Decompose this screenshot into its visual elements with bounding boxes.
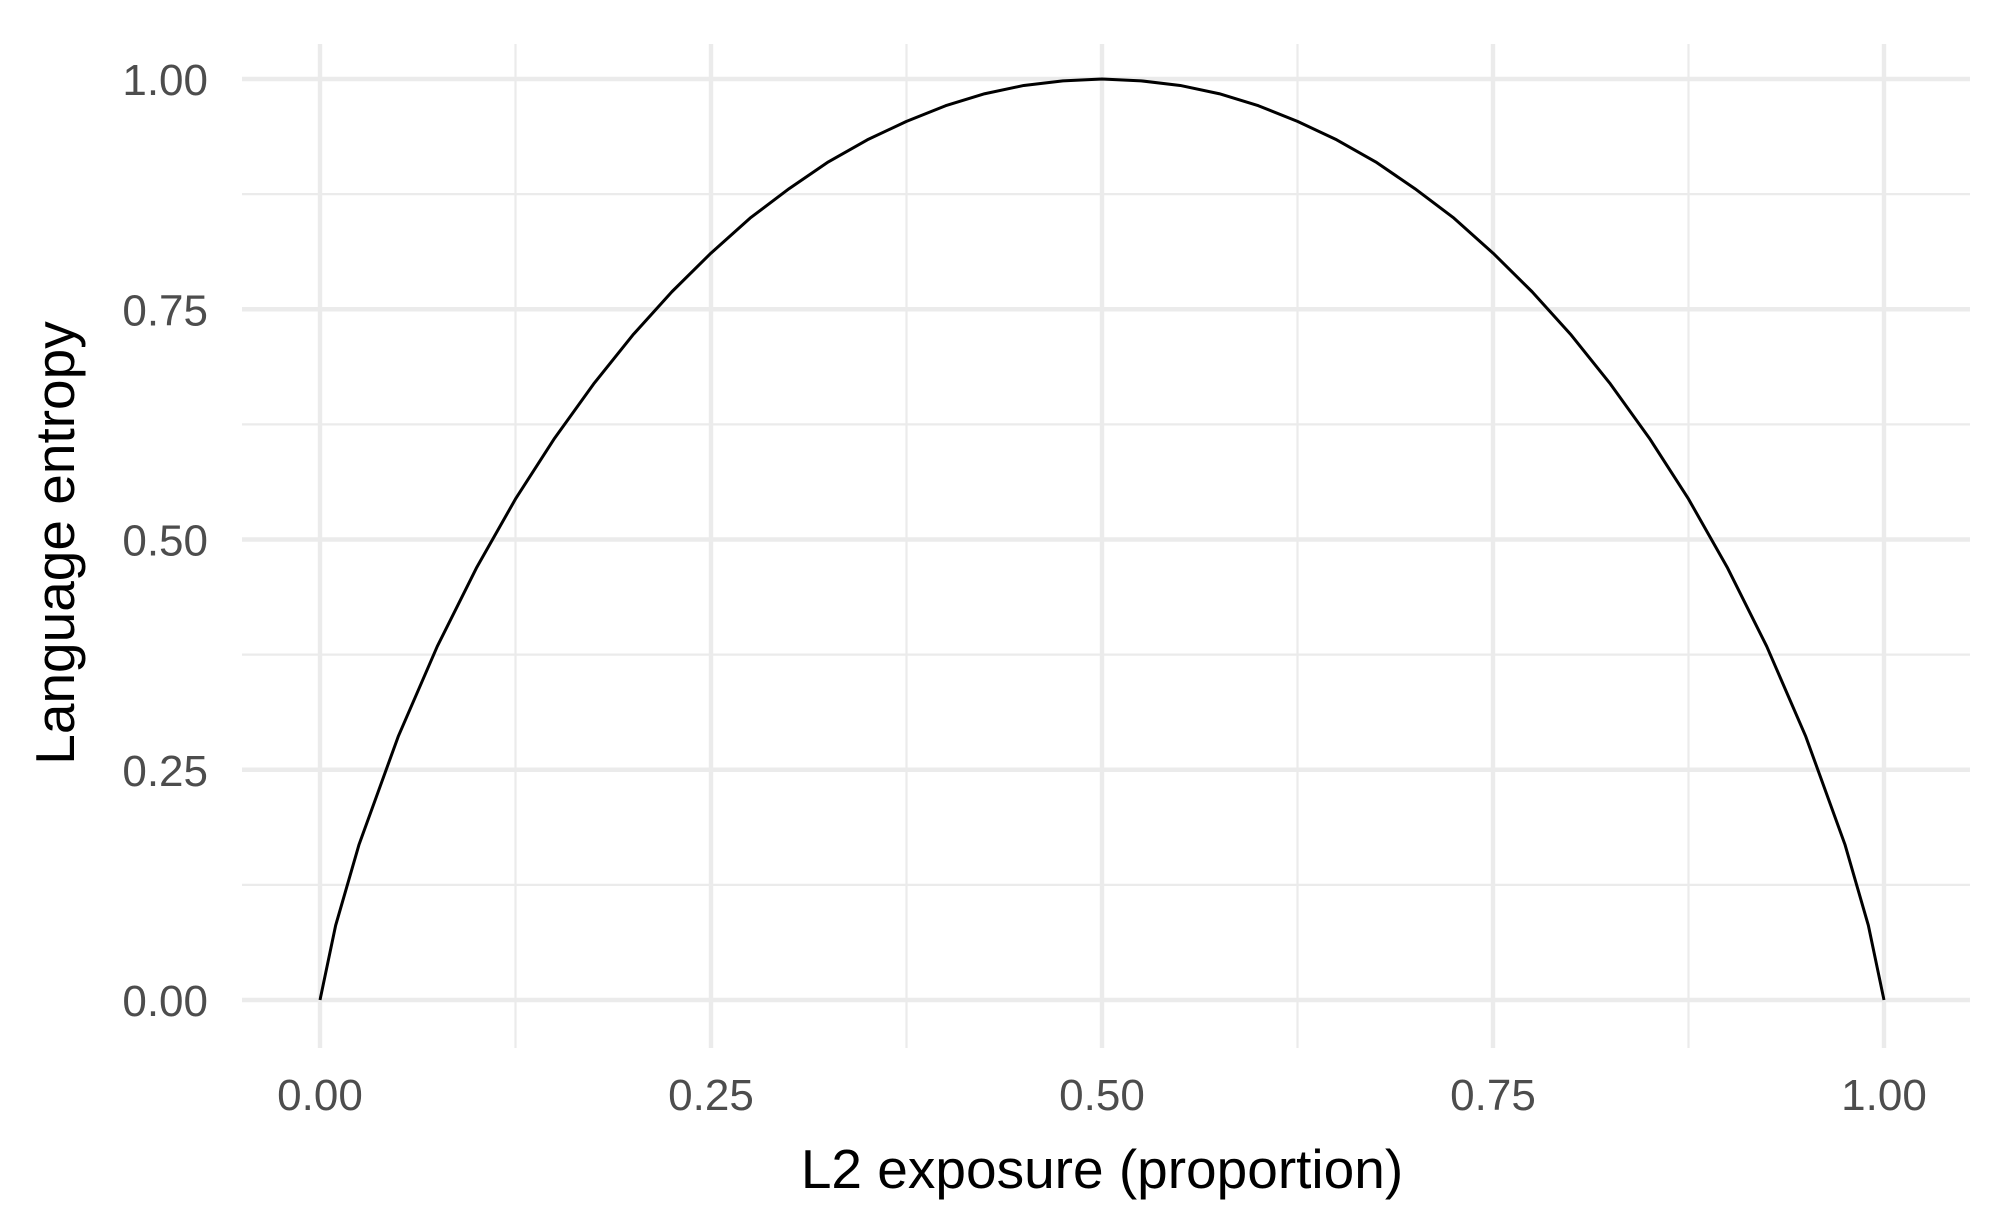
grid (242, 44, 1970, 1048)
x-axis-ticks: 0.00 0.25 0.50 0.75 1.00 (277, 1071, 1927, 1120)
y-axis-ticks: 0.00 0.25 0.50 0.75 1.00 (122, 56, 208, 1026)
x-tick-label: 0.75 (1450, 1071, 1536, 1120)
y-tick-label: 0.50 (122, 517, 208, 566)
x-axis-title: L2 exposure (proportion) (801, 1138, 1403, 1200)
y-tick-label: 0.75 (122, 286, 208, 335)
x-tick-label: 1.00 (1841, 1071, 1927, 1120)
y-axis-title: Language entropy (24, 321, 86, 765)
x-tick-label: 0.25 (668, 1071, 754, 1120)
y-tick-label: 0.25 (122, 747, 208, 796)
x-tick-label: 0.00 (277, 1071, 363, 1120)
series-layer (318, 77, 1886, 1001)
y-tick-label: 0.00 (122, 977, 208, 1026)
y-tick-label: 1.00 (122, 56, 208, 105)
x-tick-label: 0.50 (1059, 1071, 1145, 1120)
series-line (318, 77, 1886, 1001)
